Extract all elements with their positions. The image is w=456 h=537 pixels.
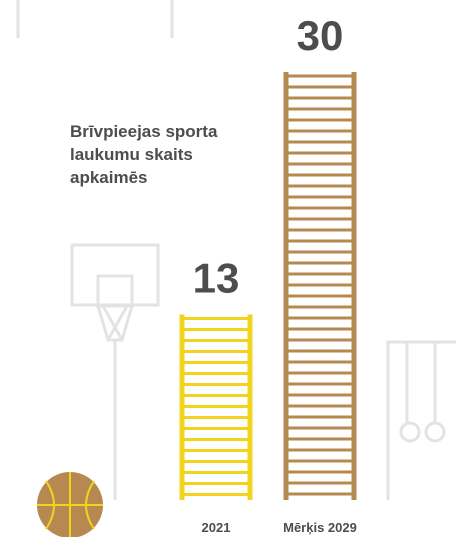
x-tick-label: Mērķis 2029 (283, 520, 357, 535)
infographic: 13 2021 30 Mērķis 2029 Brīvpieejas sporta l… (0, 0, 456, 537)
value-label: 13 (193, 255, 240, 302)
ladder-bar (284, 72, 356, 500)
chart-title: Brīvpieejas sporta laukumu skaits apkaim… (70, 120, 240, 189)
basketball (37, 472, 103, 537)
decoration (18, 0, 456, 500)
chart: 13 2021 30 Mērķis 2029 (0, 0, 456, 537)
x-tick-label: 2021 (202, 520, 231, 535)
value-label: 30 (297, 12, 344, 59)
ladder-bar (180, 315, 252, 500)
